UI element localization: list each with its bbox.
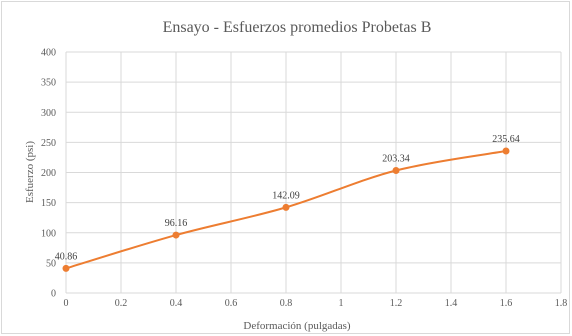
data-label: 96.16 [165,218,188,229]
y-tick-label: 50 [46,258,56,269]
y-tick-label: 0 [51,289,56,300]
x-axis-label: Deformación (pulgadas) [243,320,351,332]
x-tick-label: 0.2 [115,298,128,309]
data-point [282,203,290,211]
x-tick-label: 0.6 [225,298,238,309]
data-label: 142.09 [272,190,300,201]
x-axis-ticks: 0 0.2 0.4 0.6 0.8 1 1.2 1.4 1.6 1.8 [64,298,568,309]
data-points [62,147,510,272]
y-tick-label: 200 [41,168,56,179]
x-tick-label: 1.8 [555,298,568,309]
chart-title: Ensayo - Esfuerzos promedios Probetas B [163,19,432,36]
data-point [502,147,510,155]
y-axis-label: Esfuerzo (psi) [24,141,36,203]
data-point [62,264,70,272]
x-tick-label: 0.8 [280,298,293,309]
data-label: 40.86 [55,251,78,262]
y-axis-ticks: 0 50 100 150 200 250 300 350 400 [41,48,56,300]
x-tick-label: 1.6 [500,298,513,309]
y-tick-label: 350 [41,78,56,89]
x-tick-label: 0 [64,298,69,309]
y-tick-label: 400 [41,48,56,59]
y-tick-label: 300 [41,108,56,119]
data-label: 203.34 [382,153,410,164]
x-tick-label: 1 [339,298,344,309]
y-tick-label: 100 [41,228,56,239]
data-label: 235.64 [492,134,520,145]
y-tick-label: 250 [41,138,56,149]
x-tick-label: 0.4 [170,298,183,309]
data-labels: 40.86 96.16 142.09 203.34 235.64 [55,134,520,262]
x-tick-label: 1.2 [390,298,403,309]
data-point [392,166,400,174]
x-tick-label: 1.4 [445,298,458,309]
gridlines [65,51,562,294]
y-tick-label: 150 [41,198,56,209]
data-point [172,231,180,239]
